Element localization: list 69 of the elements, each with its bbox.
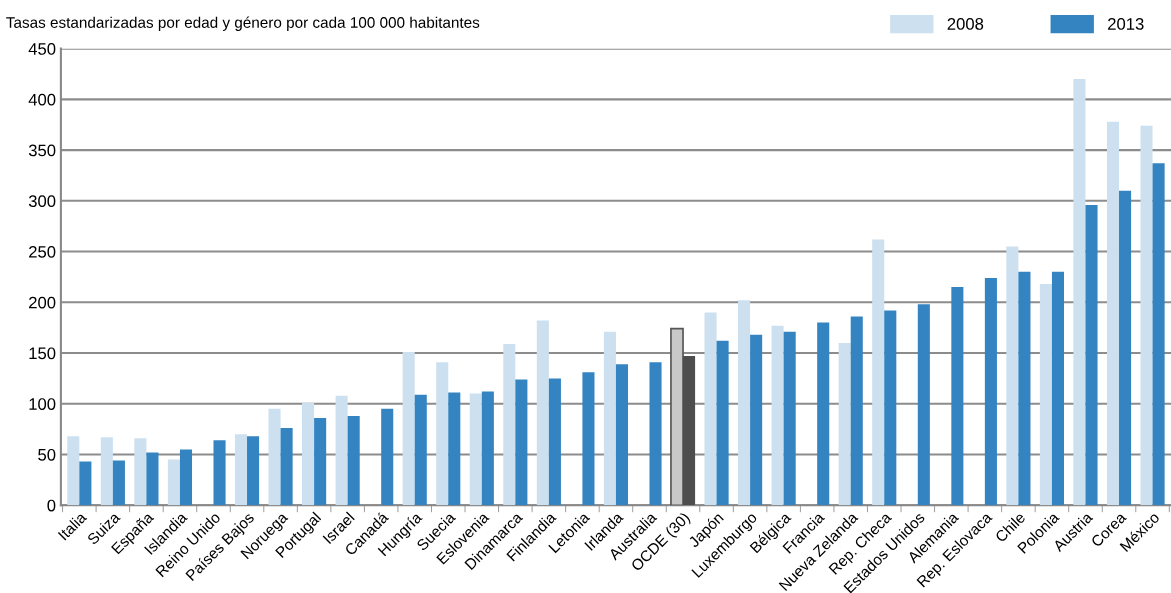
legend-label: 2013: [1108, 18, 1144, 30]
bar: [268, 408, 281, 506]
y-tick-label: 250: [29, 245, 56, 258]
bar: [448, 392, 461, 506]
bar: [167, 459, 180, 506]
bar: [234, 434, 248, 506]
y-tick-label: 0: [47, 499, 56, 512]
bar: [872, 239, 885, 506]
bar: [536, 320, 549, 506]
bar: [213, 440, 226, 506]
bar: [1140, 125, 1153, 506]
y-tick-label: 100: [29, 398, 56, 410]
y-tick-label: 50: [38, 448, 56, 461]
y-tick-label: 200: [29, 296, 56, 309]
bar: [838, 342, 851, 506]
y-tick-label: 400: [28, 93, 56, 106]
bar: [179, 449, 193, 506]
bar: [347, 415, 360, 506]
bar: [603, 331, 616, 506]
bar: [649, 362, 662, 506]
bar: [1073, 79, 1086, 506]
bar: [67, 436, 80, 506]
bar: [335, 395, 348, 506]
bar: [247, 436, 260, 506]
bar: [79, 461, 92, 506]
bar: [771, 325, 784, 506]
bar: [884, 310, 897, 506]
bar: [1106, 121, 1120, 506]
bar: [817, 322, 830, 506]
bar: [716, 340, 729, 506]
bar: [146, 452, 159, 506]
bar: [302, 402, 315, 506]
legend-label: 2008: [947, 18, 984, 30]
bar: [1039, 284, 1052, 506]
bar: [548, 378, 561, 506]
bar: [738, 300, 751, 506]
bar: [381, 408, 394, 506]
bar: [436, 362, 449, 506]
bar: [850, 316, 863, 506]
bar: [704, 312, 717, 506]
bar: [515, 379, 528, 506]
bar: [615, 364, 629, 506]
bar: [469, 393, 482, 506]
bar: [100, 437, 113, 506]
bar: [414, 394, 427, 506]
bar: [1152, 163, 1165, 506]
bar: [402, 352, 415, 506]
bar: [134, 438, 147, 506]
bar: [783, 331, 796, 506]
y-tick-label: 350: [28, 144, 56, 157]
y-tick-label: 450: [28, 43, 56, 55]
y-tick-label: 300: [28, 195, 56, 208]
bar: [917, 304, 930, 506]
bar: [112, 460, 125, 506]
bar: [1051, 271, 1065, 506]
bar: [750, 334, 763, 506]
bar: [481, 391, 494, 506]
bar: [1085, 204, 1098, 506]
bar: [1006, 246, 1019, 506]
bar: [280, 428, 293, 506]
bar: [1119, 190, 1132, 506]
bar: [582, 372, 595, 506]
bar: [314, 417, 327, 506]
bar: [984, 277, 997, 506]
bar: [1018, 271, 1031, 506]
y-tick-label: 150: [29, 347, 56, 360]
bar: [503, 343, 516, 506]
chart-title: Tasas estandarizadas por edad y género por cada 100 000 habitantes: [6, 16, 480, 31]
bar: [951, 287, 964, 506]
